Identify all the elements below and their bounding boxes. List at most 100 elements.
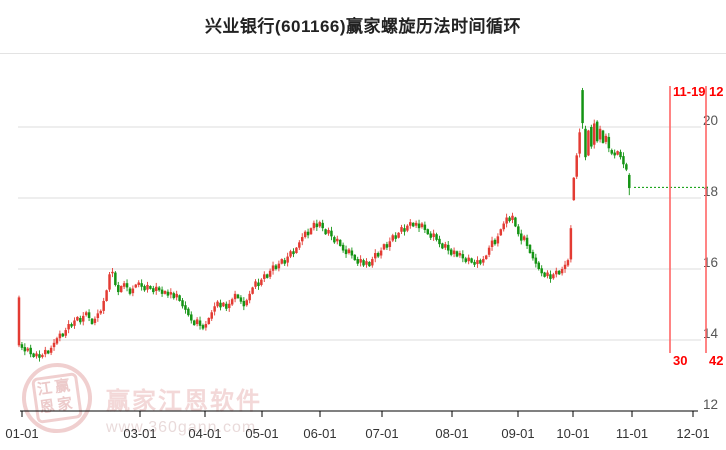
candle [435,234,438,240]
candle [93,318,97,323]
watermark-url-text: www.360gann.com [106,419,257,436]
candle [20,344,24,348]
candle [17,297,21,346]
candle [201,325,205,329]
candle [172,293,176,299]
candle [309,228,313,235]
candle [76,316,79,321]
y-tick-label: 12 [703,397,718,412]
candle [32,353,35,358]
candle [598,128,602,140]
x-tick-label: 10-01 [556,426,589,441]
candle [601,130,605,143]
candle [35,353,38,357]
candle [531,251,535,259]
candle [569,228,573,260]
candle [452,250,456,255]
candle [300,237,304,242]
candle [333,237,336,243]
candle [613,152,616,156]
candle [245,300,249,306]
candle [55,338,59,344]
candle [347,249,351,254]
candle [417,223,421,229]
candle [552,274,555,279]
candle [137,282,140,285]
candle [400,227,403,232]
chart-title: 兴业银行(601166)赢家螺旋历法时间循环 [204,17,522,36]
candle [376,253,380,257]
candle [566,260,570,266]
candle [482,259,485,263]
x-axis: 01-01 03-01 04-01 05-01 06-01 07-01 08-01 09-01… [5,410,710,441]
candle [519,233,523,241]
candle [484,255,488,260]
candle [105,290,108,301]
candle [216,301,219,307]
candle [388,241,392,247]
candle [233,293,237,300]
candle [280,259,284,264]
candle [169,292,173,295]
candle [213,306,216,312]
candle [622,156,625,165]
candle [467,257,470,262]
candle [537,262,541,269]
candle [584,128,587,158]
candle [157,287,161,291]
candle [560,269,564,274]
candle [52,342,56,348]
candle [604,135,608,142]
candle [58,333,62,339]
candle [160,289,164,294]
candle [90,318,94,325]
candle [318,222,322,227]
candle [163,291,167,294]
candle [572,177,576,201]
candle [546,272,549,277]
candle [414,222,418,226]
candle [134,284,138,288]
candle [283,260,286,264]
candle [476,260,479,265]
candle [29,347,32,355]
candle [227,303,231,309]
candle [303,231,307,238]
candle [292,251,295,255]
candle [146,284,149,290]
candle [479,260,482,264]
candle [254,281,257,287]
candle [610,150,614,154]
candle [525,237,529,246]
candle [470,258,473,263]
candle [84,312,88,316]
candle [595,121,599,142]
candle [406,225,409,231]
candle [353,254,357,261]
candle [344,249,348,255]
y-tick-label: 14 [703,326,719,341]
candle [446,244,450,251]
x-tick-label: 03-01 [123,426,156,441]
candle [557,270,561,275]
candle [499,229,503,236]
candle [70,324,73,327]
x-tick-label: 11-01 [616,426,648,441]
candle [493,239,497,245]
candle [184,305,187,310]
candle [502,223,505,230]
candle [111,271,114,274]
candle [336,238,339,242]
candle [87,312,91,318]
candle [119,286,123,293]
candle [592,123,596,145]
candle [438,238,441,245]
candle [391,235,395,241]
candle [473,261,476,265]
candle [587,130,590,156]
candle [409,222,412,226]
candle [394,235,397,239]
candle [143,286,146,291]
